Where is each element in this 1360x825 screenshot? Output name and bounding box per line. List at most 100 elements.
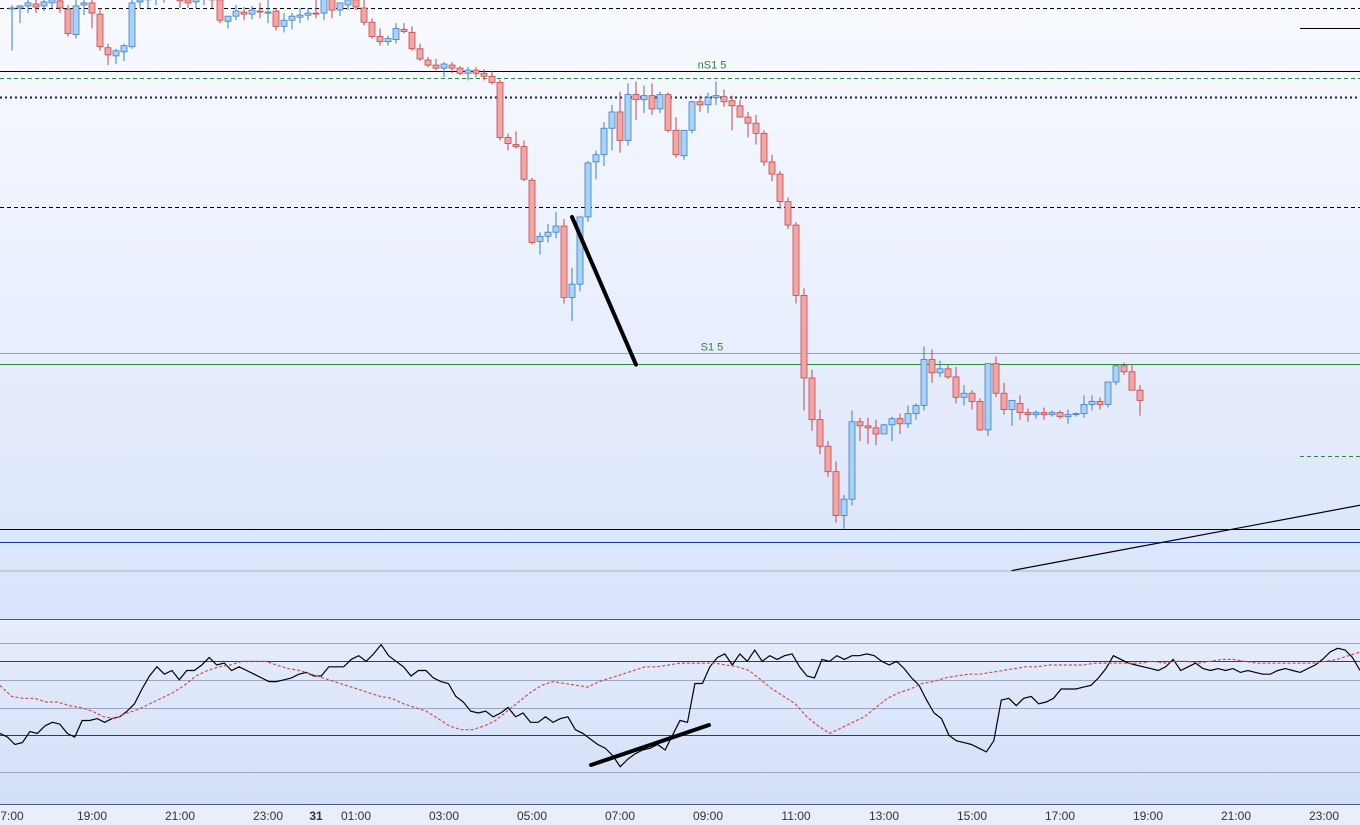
time-tick-label: 23:00 (1309, 809, 1339, 823)
candle-body (344, 0, 352, 6)
candle-body (872, 427, 880, 435)
time-tick-label: 13:00 (869, 809, 899, 823)
candle-body (984, 363, 992, 431)
candle-body (624, 94, 632, 141)
candle-body (128, 2, 136, 48)
candle-body (1072, 413, 1080, 416)
time-tick-label: 21:00 (165, 809, 195, 823)
candle-body (584, 162, 592, 218)
candle-body (1128, 371, 1136, 391)
candle-body (440, 63, 448, 69)
candle-body (904, 413, 912, 425)
candle-body (640, 95, 648, 101)
trend-line[interactable] (570, 214, 638, 367)
candle-body (832, 471, 840, 516)
candle-body (600, 127, 608, 156)
candle-body (608, 111, 616, 129)
candle-body (456, 67, 464, 74)
candle-body (1112, 365, 1120, 383)
time-tick-label: 17:00 (1045, 809, 1075, 823)
candle-body (1040, 412, 1048, 416)
candle-body (848, 421, 856, 500)
time-tick-label: 23:00 (253, 809, 283, 823)
candle-body (64, 8, 72, 34)
candle-body (32, 3, 40, 8)
candle-body (256, 10, 264, 13)
candle-body (856, 421, 864, 427)
candle-body (112, 50, 120, 57)
candle-body (816, 419, 824, 447)
candle-body (928, 359, 936, 374)
candle-body (384, 38, 392, 43)
candle-body (784, 201, 792, 226)
candle-body (272, 10, 280, 27)
candle-body (688, 101, 696, 131)
candle-body (920, 359, 928, 406)
candle-body (192, 0, 200, 3)
candle-body (56, 0, 64, 9)
candle-body (224, 15, 232, 22)
candle-body (800, 294, 808, 379)
candle-body (16, 5, 24, 9)
candle-body (72, 5, 80, 35)
candle-body (912, 405, 920, 414)
candle-body (520, 146, 528, 180)
candle-body (264, 11, 272, 14)
candle-body (824, 445, 832, 473)
candle-body (864, 425, 872, 429)
candle-body (576, 216, 584, 285)
candle-body (592, 154, 600, 163)
candle-body (392, 27, 400, 40)
candle-body (48, 0, 56, 4)
candle-body (568, 283, 576, 298)
candle-body (792, 224, 800, 296)
candle-body (304, 12, 312, 16)
candle-body (880, 424, 888, 435)
candle-body (968, 392, 976, 402)
candle-body (680, 129, 688, 157)
candle-body (1032, 412, 1040, 416)
time-tick-label: 15:00 (957, 809, 987, 823)
level-label: S1 5 (701, 342, 724, 354)
candle-body (672, 129, 680, 156)
time-tick-label: 11:00 (781, 809, 810, 823)
candle-body (648, 95, 656, 110)
candle-body (760, 132, 768, 163)
candle-body (664, 94, 672, 131)
trend-line[interactable] (1011, 459, 1360, 572)
candle-body (480, 72, 488, 77)
candle-body (416, 48, 424, 60)
candle-body (736, 105, 744, 118)
candle-body (408, 32, 416, 50)
candle-body (1016, 403, 1024, 413)
candle-body (976, 400, 984, 431)
candle-body (728, 100, 736, 107)
candle-body (888, 418, 896, 426)
candle-body (80, 2, 88, 6)
candle-body (176, 0, 184, 2)
candle-body (472, 69, 480, 74)
candle-body (40, 1, 48, 7)
candle-body (632, 94, 640, 101)
candle-body (120, 45, 128, 53)
candle-body (504, 137, 512, 144)
candle-body (248, 9, 256, 15)
candle-body (512, 144, 520, 147)
candle-body (1136, 389, 1144, 401)
candle-body (744, 116, 752, 124)
candle-body (1096, 400, 1104, 405)
oscillator-trend-line[interactable] (589, 723, 711, 767)
candle-body (616, 111, 624, 141)
time-tick-label: 05:00 (517, 809, 547, 823)
candle-body (944, 368, 952, 378)
candle-body (704, 97, 712, 106)
candle-body (528, 179, 536, 243)
candle-body (328, 0, 336, 11)
candle-body (320, 0, 328, 14)
candle-body (1048, 412, 1056, 416)
candle-body (288, 15, 296, 21)
candle-body (312, 12, 320, 15)
candle-body (1080, 404, 1088, 414)
